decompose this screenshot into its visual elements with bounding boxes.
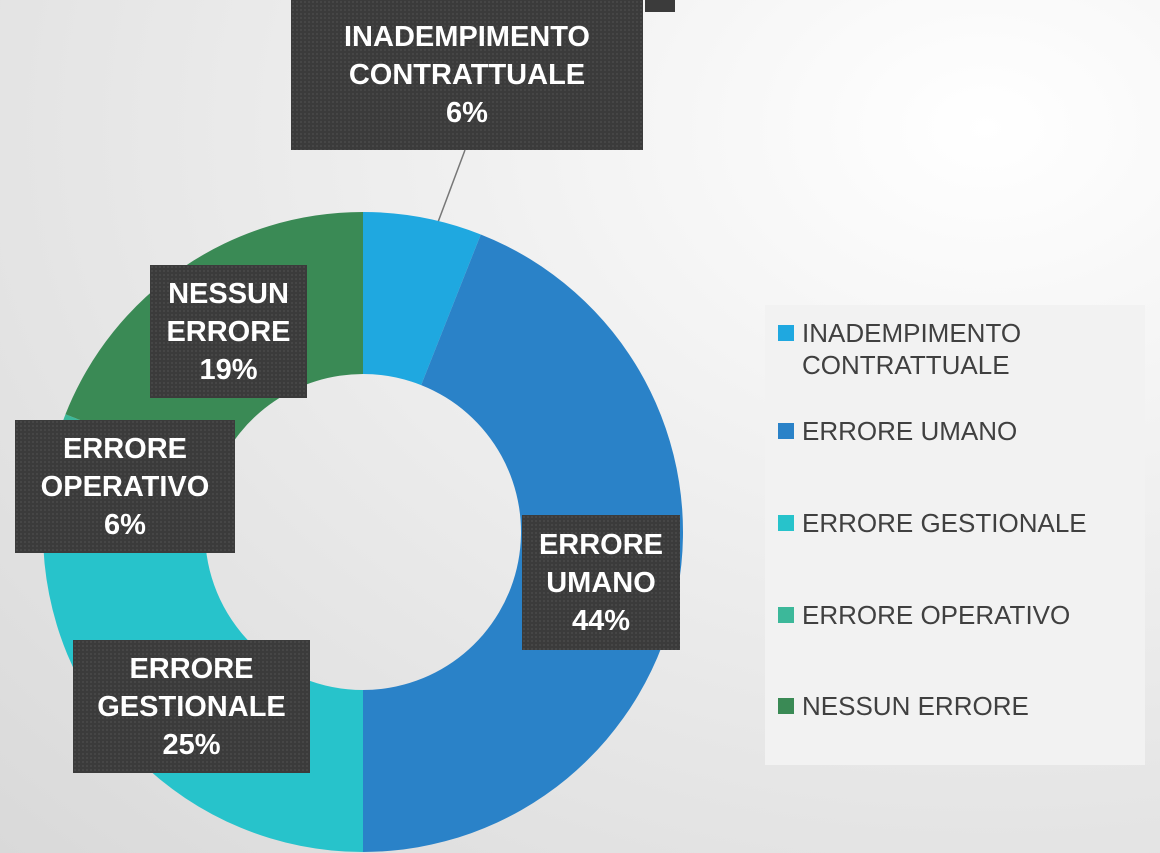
legend-item: ERRORE OPERATIVO — [778, 599, 1102, 631]
data-label-value: 6% — [446, 97, 488, 129]
data-label: ERRORE UMANO 44% — [522, 515, 680, 650]
legend-swatch — [778, 698, 794, 714]
data-label-value: 19% — [199, 353, 258, 386]
donut-segment — [363, 212, 481, 386]
data-label-category: ERRORE UMANO — [538, 528, 664, 599]
legend-item: NESSUN ERRORE — [778, 690, 1102, 722]
legend-item: ERRORE UMANO — [778, 415, 1102, 447]
legend-swatch — [778, 607, 794, 623]
data-label-value: 25% — [162, 728, 221, 761]
artifact — [645, 0, 675, 12]
data-label: ERRORE GESTIONALE 25% — [73, 640, 310, 773]
legend-item: INADEMPIMENTO CONTRATTUALE — [778, 317, 1102, 381]
legend-label: ERRORE UMANO — [802, 416, 1018, 446]
data-label-category: NESSUN ERRORE — [166, 277, 291, 348]
legend-label: NESSUN ERRORE — [802, 691, 1029, 721]
legend: INADEMPIMENTO CONTRATTUALE ERRORE UMANO ER… — [765, 305, 1145, 765]
legend-label: ERRORE OPERATIVO — [802, 600, 1071, 630]
data-label-value: 6% — [104, 508, 146, 541]
data-label: NESSUN ERRORE 19% — [150, 265, 307, 398]
data-label-category: ERRORE OPERATIVO — [40, 432, 210, 503]
data-label-category: ERRORE GESTIONALE — [97, 652, 286, 723]
data-label: INADEMPIMENTO CONTRATTUALE 6% — [291, 0, 643, 150]
legend-swatch — [778, 325, 794, 341]
legend-label: ERRORE GESTIONALE — [802, 508, 1087, 538]
legend-item: ERRORE GESTIONALE — [778, 507, 1102, 539]
data-label: ERRORE OPERATIVO 6% — [15, 420, 235, 553]
legend-label: INADEMPIMENTO CONTRATTUALE — [802, 318, 1022, 380]
data-label-value: 44% — [571, 604, 631, 637]
legend-swatch — [778, 515, 794, 531]
legend-swatch — [778, 423, 794, 439]
data-label-category: INADEMPIMENTO CONTRATTUALE — [344, 21, 590, 91]
